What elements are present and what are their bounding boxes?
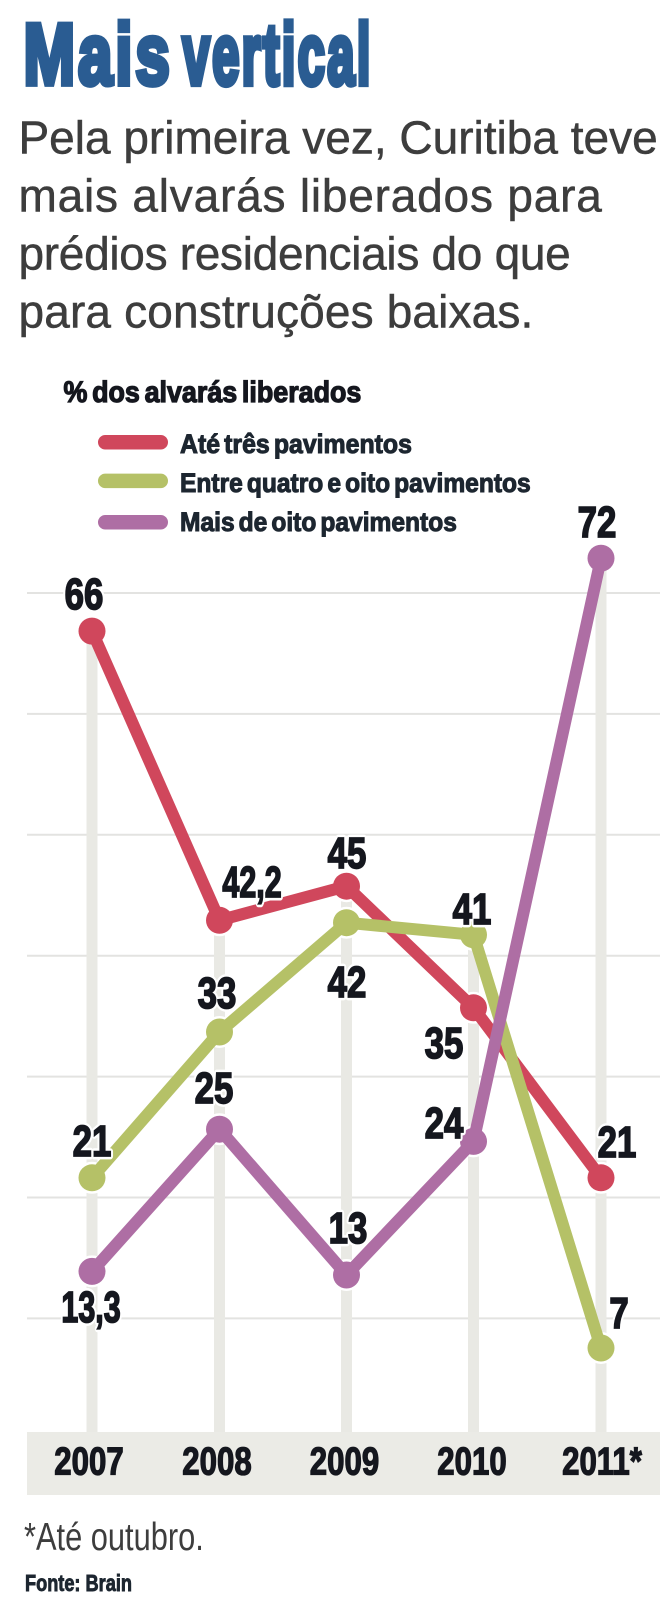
svg-text:Fonte: Brain: Fonte: Brain [25,1571,132,1597]
svg-text:2008: 2008 [182,1440,251,1483]
svg-text:21: 21 [73,1117,112,1166]
svg-text:7: 7 [609,1289,628,1338]
svg-text:42: 42 [328,958,367,1007]
svg-text:21: 21 [598,1118,637,1167]
svg-text:Mais: Mais [24,6,173,102]
svg-text:Até três pavimentos: Até três pavimentos [180,430,412,459]
svg-text:Entre quatro e oito pavimentos: Entre quatro e oito pavimentos [180,469,531,498]
svg-text:21: 21 [598,1118,637,1167]
svg-text:7: 7 [609,1289,628,1338]
svg-text:Pela primeira vez, Curitiba te: Pela primeira vez, Curitiba teve [19,112,658,164]
svg-text:13,3: 13,3 [61,1283,120,1332]
svg-text:33: 33 [198,969,237,1018]
svg-text:mais alvarás liberados para: mais alvarás liberados para [19,170,603,222]
svg-text:24: 24 [425,1099,464,1148]
svg-text:66: 66 [65,570,104,619]
svg-text:2011*: 2011* [562,1440,642,1483]
svg-text:13,3: 13,3 [61,1283,120,1332]
svg-text:41: 41 [453,885,492,934]
svg-text:33: 33 [198,969,237,1018]
svg-text:13: 13 [329,1204,368,1253]
svg-text:41: 41 [453,885,492,934]
svg-text:Mais de oito pavimentos: Mais de oito pavimentos [180,508,457,537]
svg-text:2009: 2009 [310,1440,379,1483]
svg-text:35: 35 [425,1019,464,1068]
svg-text:45: 45 [328,829,367,878]
svg-text:*Até outubro.: *Até outubro. [24,1516,204,1559]
svg-text:13: 13 [329,1204,368,1253]
svg-text:21: 21 [73,1117,112,1166]
svg-text:45: 45 [328,829,367,878]
svg-text:42,2: 42,2 [222,858,281,907]
svg-text:72: 72 [578,498,617,547]
svg-text:25: 25 [195,1064,234,1113]
svg-text:35: 35 [425,1019,464,1068]
svg-text:66: 66 [65,570,104,619]
svg-text:2007: 2007 [54,1440,123,1483]
svg-text:% dos alvarás liberados: % dos alvarás liberados [64,375,362,408]
svg-text:prédios residenciais do que: prédios residenciais do que [19,228,571,280]
svg-text:25: 25 [195,1064,234,1113]
svg-text:42,2: 42,2 [222,858,281,907]
svg-text:24: 24 [425,1099,464,1148]
svg-text:2010: 2010 [437,1440,506,1483]
svg-text:para construções baixas.: para construções baixas. [19,286,534,338]
svg-text:72: 72 [578,498,617,547]
svg-text:vertical: vertical [183,7,373,103]
svg-text:42: 42 [328,958,367,1007]
